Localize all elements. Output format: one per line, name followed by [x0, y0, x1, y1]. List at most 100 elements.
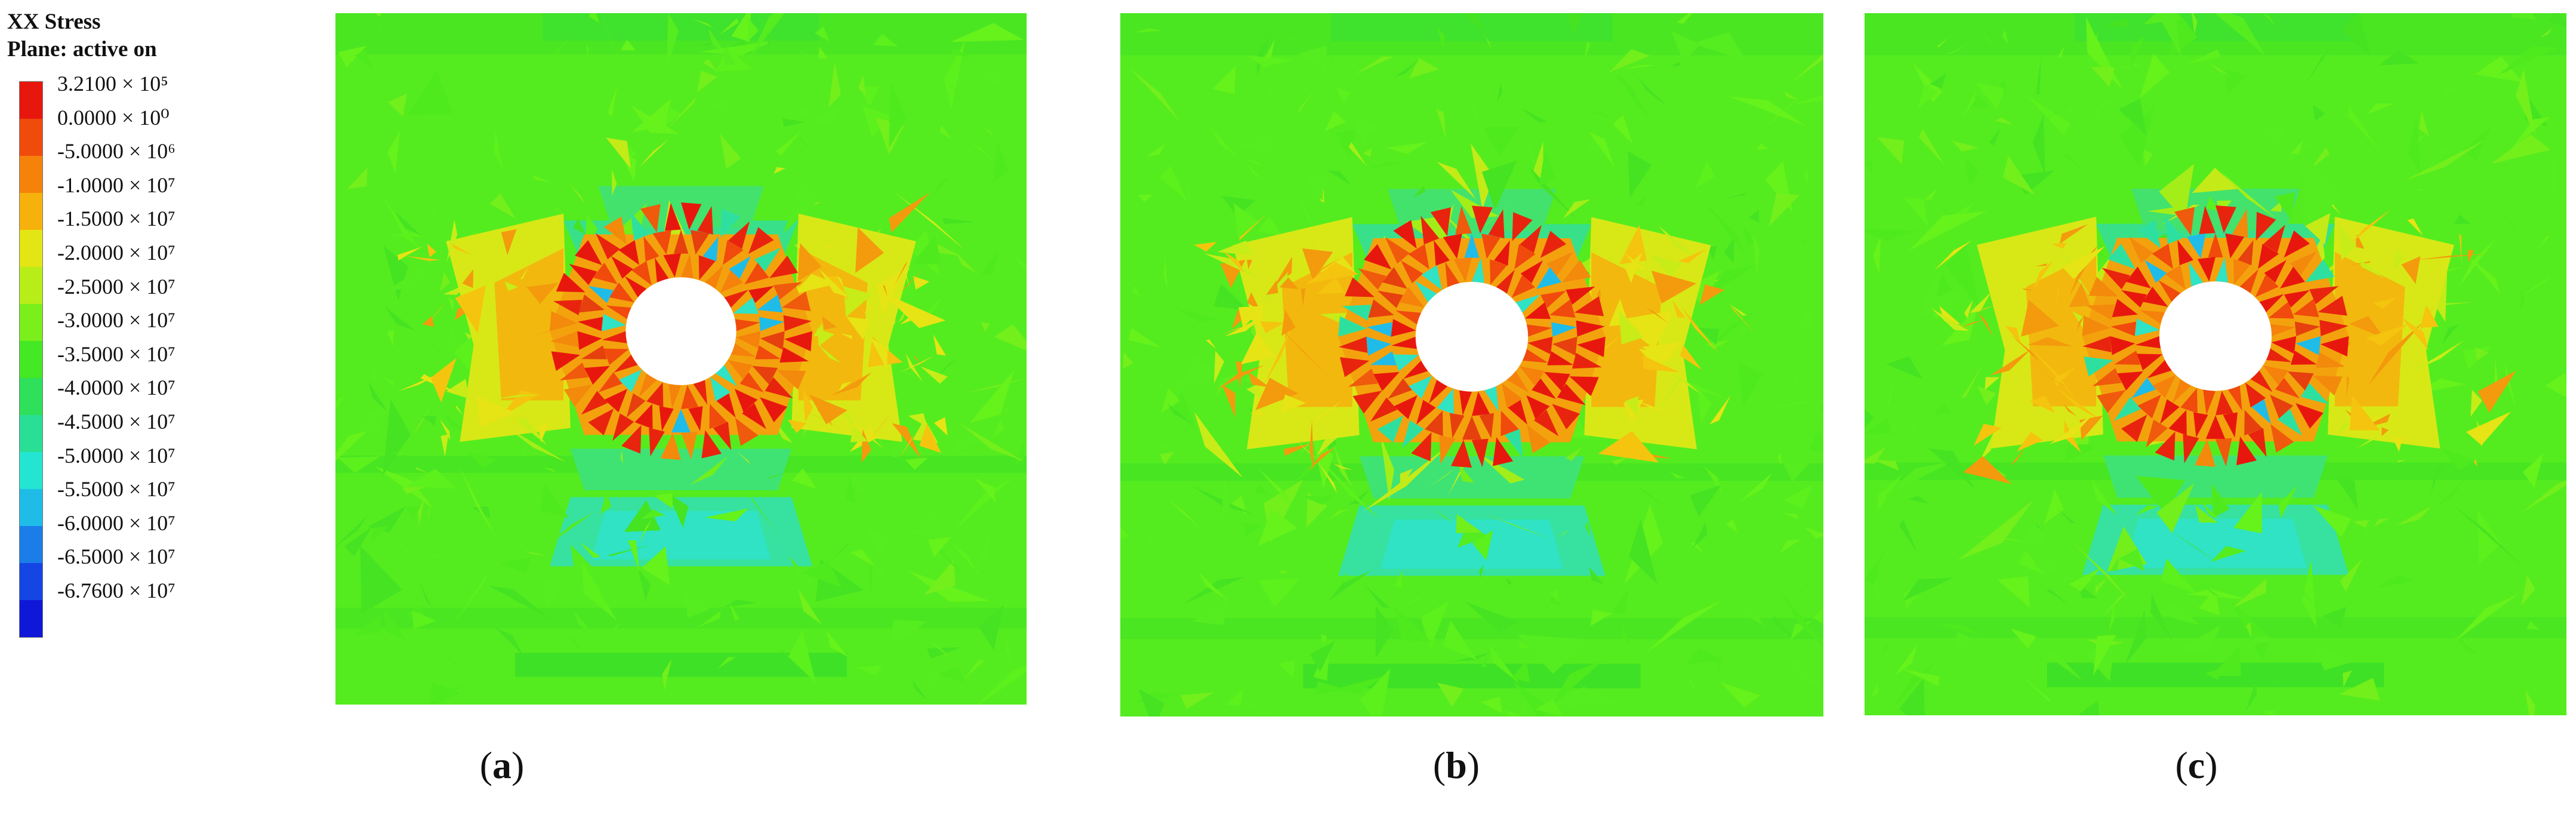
mesh-element — [1946, 196, 1959, 208]
stress-ring-middle — [1508, 399, 1528, 425]
stress-ring-middle — [1416, 399, 1436, 425]
stress-ring-middle — [1366, 336, 1392, 356]
stress-ring-inner — [2255, 274, 2279, 297]
mesh-element — [2038, 371, 2067, 387]
mesh-element — [501, 229, 517, 256]
mesh-element — [586, 42, 589, 57]
mesh-element — [620, 449, 623, 464]
mesh-element — [1437, 26, 1446, 51]
mesh-element — [1481, 696, 1503, 714]
mesh-element — [2349, 316, 2385, 339]
stress-ring-outer — [783, 315, 812, 331]
mesh-element — [1726, 192, 1748, 199]
stress-ring-middle — [760, 331, 785, 350]
mesh-element — [489, 193, 516, 219]
mesh-element — [2211, 546, 2247, 562]
stress-ring-inner — [2239, 269, 2258, 293]
mesh-element — [2232, 579, 2267, 608]
mesh-element — [662, 659, 672, 691]
stress-ring-inner — [2271, 336, 2297, 354]
mesh-element — [2049, 414, 2094, 444]
mesh-element — [1250, 410, 1266, 416]
mesh-element — [1728, 303, 1747, 316]
mesh-element — [1193, 594, 1230, 626]
mesh-element — [476, 395, 515, 428]
stress-ring-outer — [2114, 396, 2141, 422]
mesh-element — [2136, 475, 2185, 513]
mesh-element — [2393, 436, 2403, 452]
mesh-element — [1717, 653, 1723, 674]
stress-ring-middle — [2293, 299, 2319, 318]
mesh-element — [2522, 453, 2544, 488]
mesh-element — [1881, 643, 1891, 657]
mesh-element — [520, 140, 537, 146]
mesh-element — [1348, 488, 1370, 506]
stress-ring-outer — [1338, 336, 1368, 353]
mesh-element — [951, 48, 972, 57]
mesh-element — [1437, 162, 1477, 200]
mesh-element — [1315, 681, 1348, 694]
mesh-element — [809, 394, 848, 425]
mesh-element — [691, 19, 714, 29]
mesh-element — [992, 419, 1004, 439]
mesh-element — [503, 424, 568, 463]
mesh-element — [1216, 365, 1265, 390]
stress-ring-outer — [1430, 207, 1452, 236]
stress-ring-middle — [618, 240, 639, 265]
mesh-element — [1881, 110, 1888, 124]
mesh-element — [787, 419, 807, 433]
stress-ring-middle — [2264, 260, 2287, 283]
mesh-element — [2378, 50, 2419, 66]
stress-ring-middle — [2126, 266, 2152, 289]
mesh-element — [1976, 82, 2005, 110]
stress-ring-outer — [742, 402, 766, 429]
mesh-element — [371, 355, 378, 392]
mesh-element — [335, 514, 369, 547]
mesh-element — [1977, 385, 1996, 405]
stress-ring-inner — [2233, 259, 2251, 284]
stress-ring-middle — [611, 256, 633, 279]
mesh-element — [1958, 499, 2034, 561]
mesh-element — [1520, 107, 1547, 122]
mesh-element — [2105, 18, 2130, 28]
mesh-element — [2241, 636, 2277, 648]
stress-ring-inner — [1484, 386, 1499, 412]
mesh-element — [531, 174, 550, 182]
mesh-element — [2036, 54, 2042, 95]
stress-ring-outer — [2199, 205, 2216, 235]
legend-title-line2: Plane: active on — [7, 37, 157, 62]
legend-swatch — [20, 341, 42, 378]
mesh-element — [1584, 41, 1591, 60]
mesh-element — [2063, 403, 2077, 417]
stress-ring-outer — [701, 430, 722, 459]
stress-ring-outer — [748, 227, 774, 254]
stress-ring-outer — [2137, 219, 2161, 248]
stress-ring-middle — [2177, 239, 2193, 266]
mesh-element — [1706, 13, 1709, 15]
mesh-element — [2054, 367, 2076, 387]
stress-ring-middle — [752, 365, 778, 385]
mesh-element — [2441, 81, 2458, 101]
stress-ring-outer — [2236, 436, 2257, 466]
stress-ring-outer — [563, 384, 593, 407]
mesh-element — [440, 345, 447, 353]
stress-ring-outer — [1393, 220, 1417, 249]
mesh-element — [1533, 142, 1543, 182]
mesh-element — [607, 85, 618, 116]
mesh-element — [2056, 387, 2104, 423]
mesh-element — [1598, 431, 1659, 463]
mesh-element — [1919, 279, 1967, 318]
mesh-element — [524, 551, 549, 556]
mesh-element — [1360, 668, 1391, 717]
stress-ring-middle — [2205, 415, 2226, 439]
mesh-element — [1936, 272, 1953, 297]
mesh-element — [1159, 444, 1176, 451]
stress-ring-inner — [2137, 353, 2163, 371]
mesh-element — [1465, 601, 1520, 633]
stress-ring-middle — [2251, 399, 2271, 424]
stress-ring-outer — [550, 331, 579, 348]
stress-ring-outer — [1533, 410, 1559, 436]
mesh-element — [1281, 309, 1296, 336]
mesh-element — [911, 235, 941, 265]
mesh-element — [2245, 681, 2257, 712]
